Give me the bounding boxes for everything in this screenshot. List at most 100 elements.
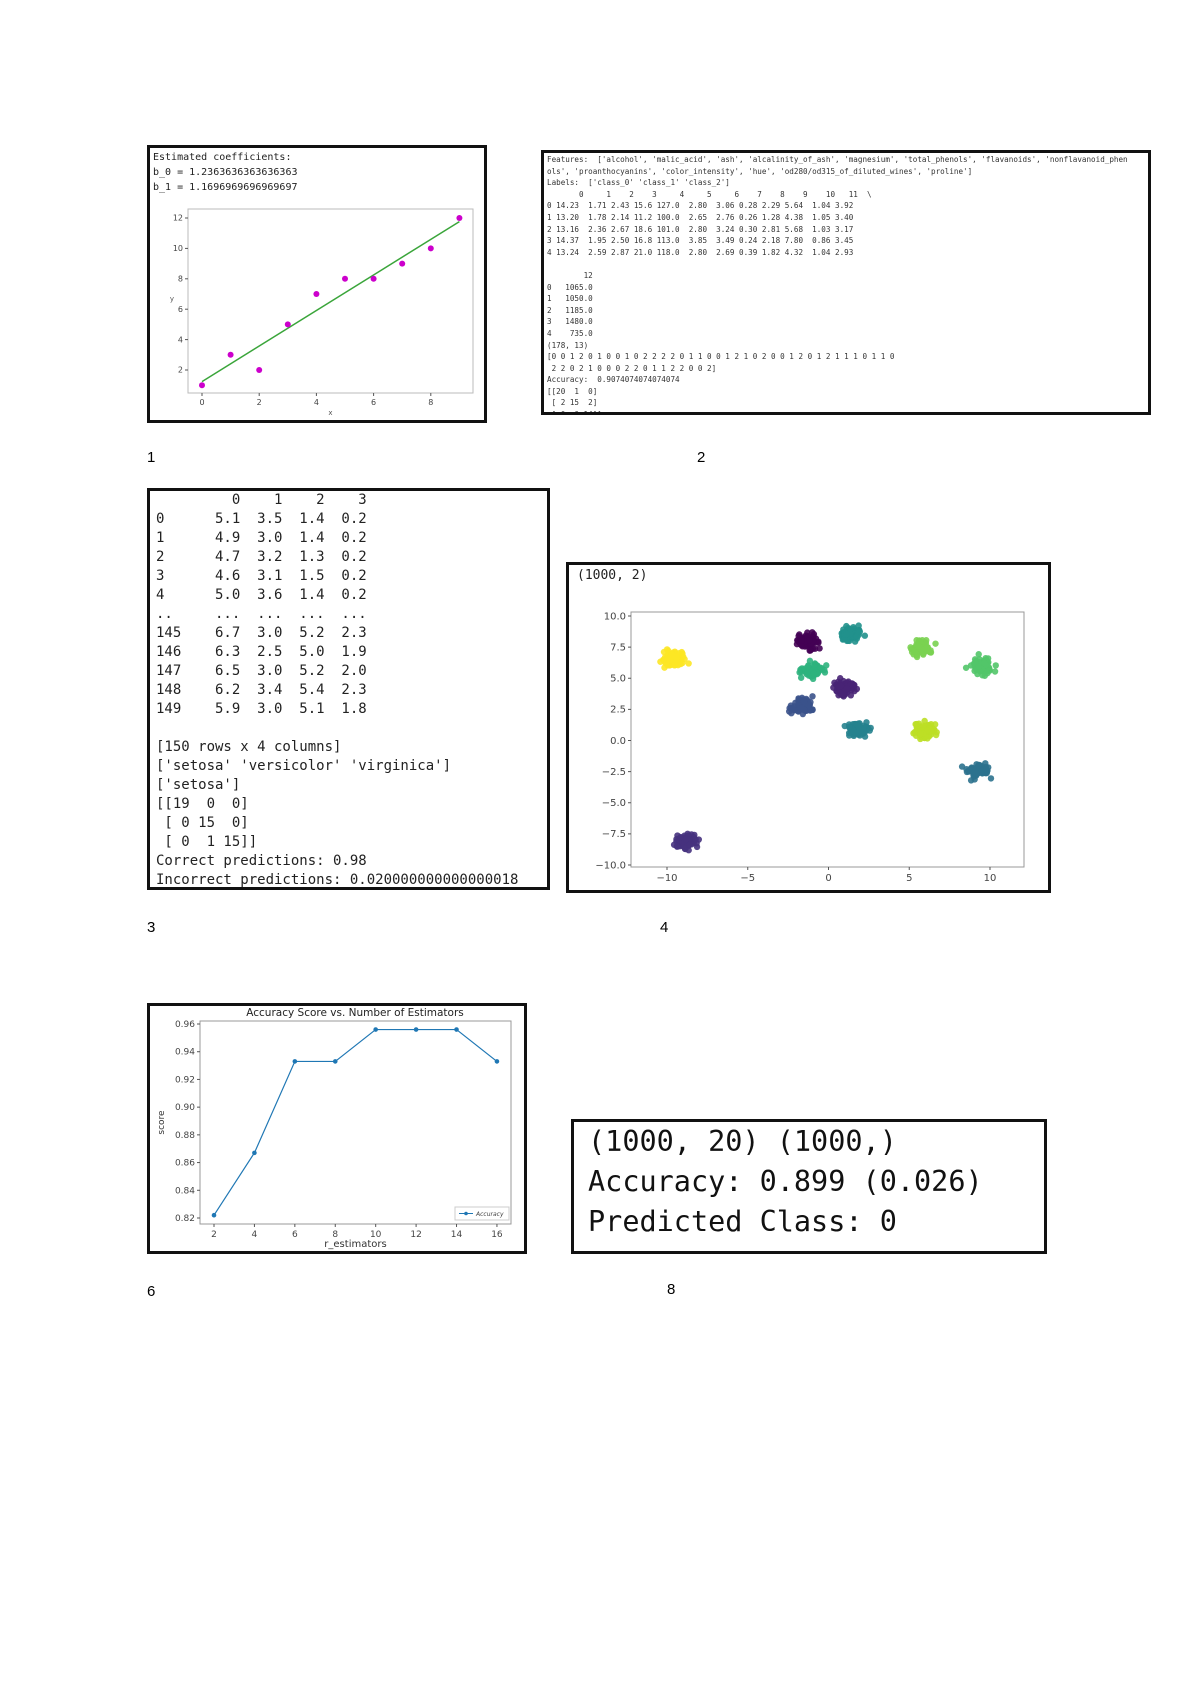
x-tick-label: 0 <box>199 398 204 407</box>
shape-line: (1000, 20) (1000,) <box>588 1125 897 1158</box>
coefficient-line-2: b_1 = 1.1696969696969697 <box>153 182 298 193</box>
iris-console-output: 0 1 2 3 0 5.1 3.5 1.4 0.2 1 4.9 3.0 1.4 0.… <box>156 491 519 888</box>
output-line-3: [[19 0 0] <box>156 796 249 812</box>
x-tick-label: 0 <box>825 873 831 884</box>
scatter-point <box>691 831 698 839</box>
scatter-point <box>789 705 796 713</box>
table-row: 146 6.3 2.5 5.0 1.9 <box>156 644 367 660</box>
x-tick-label: 6 <box>292 1230 298 1240</box>
table-row: 0 5.1 3.5 1.4 0.2 <box>156 511 367 527</box>
cluster-1 <box>670 830 702 854</box>
scatter-point <box>975 651 982 658</box>
scatter-point <box>967 777 975 784</box>
x-tick-label: 14 <box>451 1230 463 1240</box>
y-tick-label: 0.82 <box>175 1214 195 1224</box>
scatter-point <box>856 628 864 635</box>
scatter-point <box>852 729 859 736</box>
table2-row: 2 1185.0 <box>547 305 593 315</box>
data-point <box>456 215 463 221</box>
figure-4-cluster-scatter: (1000, 2) −10 −5 0 5 10 −10.0 −7.5 −5.0 −2.5 0.0 2… <box>566 562 1051 893</box>
cluster-10 <box>907 637 939 661</box>
scatter-point <box>853 633 861 640</box>
y-tick-label: 2.5 <box>610 705 626 716</box>
scatter-point <box>846 723 853 730</box>
x-tick-label: 8 <box>428 398 433 407</box>
output-line-7: Incorrect predictions: 0.020000000000000… <box>156 872 519 888</box>
scatter-point <box>798 704 805 711</box>
scatter-point <box>982 760 989 767</box>
table-row: 1 13.20 1.78 2.14 11.2 100.0 2.65 2.76 0… <box>547 212 854 222</box>
coefficient-line-0: Estimated coefficients: <box>153 152 292 163</box>
x-tick-label: 2 <box>211 1230 217 1240</box>
scatter-point <box>976 761 983 769</box>
figure-6-accuracy-chart: 2 4 6 8 10 12 14 16 0.82 0.84 0.86 0.88 0.90 0.92 0.94… <box>147 1003 527 1254</box>
y-tick-label: 8 <box>178 274 183 283</box>
y-tick-label: −10.0 <box>595 860 626 871</box>
table2-header: 12 <box>547 270 593 280</box>
scatter-point <box>685 660 692 667</box>
x-tick-label: 4 <box>252 1230 258 1240</box>
data-point <box>199 382 205 389</box>
scatter-point <box>681 655 688 663</box>
blank-line <box>156 719 518 738</box>
scatter-point <box>837 682 845 690</box>
y-tick-label: 0.94 <box>175 1048 195 1058</box>
scatter-point <box>851 681 858 689</box>
scatter-point <box>861 632 869 639</box>
x-tick-label: 10 <box>370 1230 382 1240</box>
header-line-0: Features: ['alcohol', 'malic_acid', 'ash… <box>547 155 1128 164</box>
plot-frame <box>630 611 1025 868</box>
cluster-3 <box>838 622 869 645</box>
scatter-point <box>831 679 838 686</box>
legend-box <box>454 1206 510 1221</box>
scatter-point <box>915 643 923 650</box>
table2-row: 4 735.0 <box>547 328 593 338</box>
scatter-point <box>975 663 982 670</box>
scatter-point <box>806 657 814 665</box>
x-tick-label: 2 <box>257 398 262 407</box>
y-tick-label: 0.86 <box>175 1159 195 1169</box>
y-tick-label: 6 <box>178 305 183 314</box>
y-tick-label: 0.84 <box>175 1186 195 1196</box>
scatter-point <box>984 669 991 677</box>
table2-row: 3 1480.0 <box>547 317 593 327</box>
table-row: 149 5.9 3.0 5.1 1.8 <box>156 701 367 717</box>
y-axis-label: y <box>170 295 174 303</box>
x-tick-label: 10 <box>984 873 997 884</box>
y-tick-label: 0.88 <box>175 1131 195 1141</box>
coefficient-line-1: b_0 = 1.2363636363636363 <box>153 167 298 178</box>
scatter-point <box>800 698 808 705</box>
scatter-point <box>830 684 837 691</box>
scatter-point <box>966 768 973 775</box>
scatter-point <box>992 662 999 669</box>
table-row: 2 4.7 3.2 1.3 0.2 <box>156 549 367 565</box>
table-header: 0 1 2 3 4 5 6 7 8 9 10 11 \ <box>547 189 872 199</box>
table-row: 0 14.23 1.71 2.43 15.6 127.0 2.80 3.06 0… <box>547 201 854 211</box>
cluster-2 <box>793 629 823 654</box>
data-point <box>373 1027 378 1032</box>
scatter-point <box>797 674 805 681</box>
wine-console-output: Features: ['alcohol', 'malic_acid', 'ash… <box>547 154 1128 412</box>
scatter-point <box>843 685 851 692</box>
plot-frame <box>199 1020 512 1225</box>
y-tick-label: 0.0 <box>610 736 626 747</box>
scatter-point <box>671 661 679 669</box>
output-line-2: 2 2 0 2 1 0 0 0 2 2 0 1 1 2 2 0 0 2] <box>547 363 717 373</box>
figure-1-regression-output: Estimated coefficients: b_0 = 1.236363636… <box>147 145 487 423</box>
scatter-point <box>983 766 990 773</box>
scatter-point <box>932 731 940 739</box>
scatter-point <box>987 775 995 782</box>
x-axis-label: r_estimators <box>324 1239 386 1250</box>
y-tick-label: 0.90 <box>175 1103 195 1113</box>
output-line-5: [ 0 1 15]] <box>156 834 258 850</box>
scatter-point <box>911 728 918 736</box>
x-tick-label: 8 <box>332 1230 338 1240</box>
data-point <box>342 275 348 282</box>
x-tick-label: 6 <box>371 398 376 407</box>
scatter-point <box>660 648 668 656</box>
output-line-2: ['setosa'] <box>156 777 241 793</box>
figure-label-6: 6 <box>147 1283 156 1300</box>
x-tick-label: 12 <box>410 1230 421 1240</box>
x-axis-label: x <box>328 409 332 417</box>
scatter-point <box>806 637 813 644</box>
